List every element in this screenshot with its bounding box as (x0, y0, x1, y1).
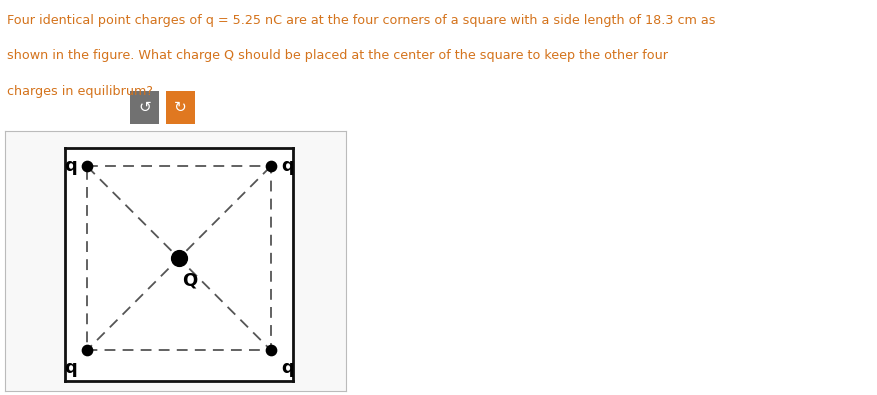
Text: q: q (64, 359, 77, 377)
Text: ↻: ↻ (174, 100, 187, 115)
Text: ↺: ↺ (138, 100, 151, 115)
Point (80, 163, 94, 169)
Point (80, 347, 94, 353)
Text: q: q (281, 158, 294, 175)
Point (264, 347, 278, 353)
Text: q: q (281, 359, 294, 377)
Text: charges in equilibrum?: charges in equilibrum? (7, 85, 153, 98)
Point (172, 255, 186, 261)
Text: Four identical point charges of q = 5.25 nC are at the four corners of a square : Four identical point charges of q = 5.25… (7, 14, 716, 27)
Text: Q: Q (182, 271, 197, 289)
Text: q: q (64, 158, 77, 175)
Point (264, 163, 278, 169)
Text: shown in the figure. What charge Q should be placed at the center of the square : shown in the figure. What charge Q shoul… (7, 49, 668, 62)
